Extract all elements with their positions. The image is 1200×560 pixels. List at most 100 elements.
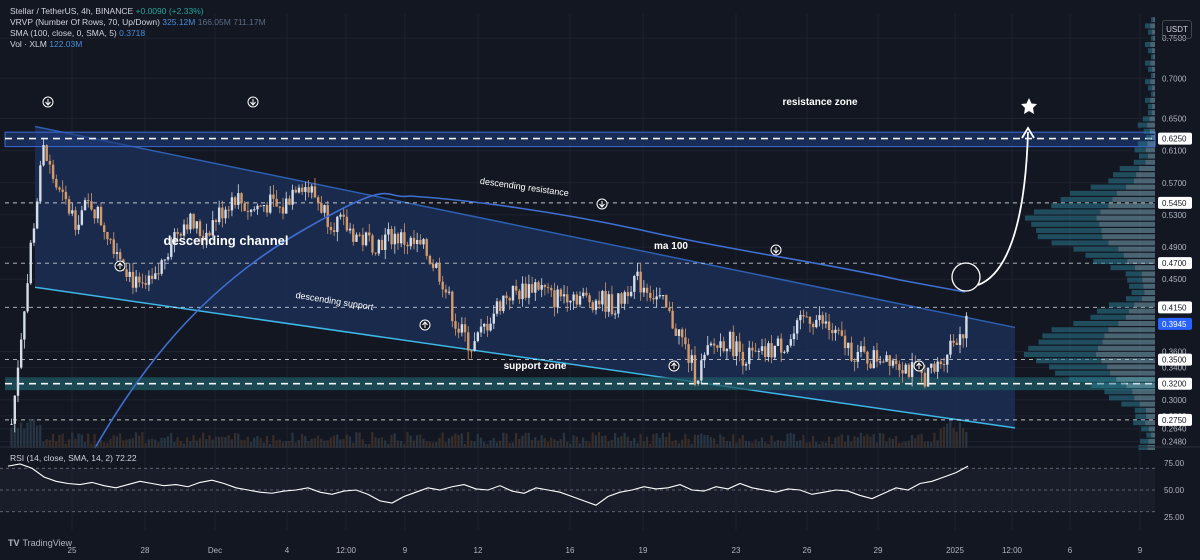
volume-bar-149: [486, 443, 489, 448]
volume-bar-130: [425, 440, 428, 448]
tradingview-logo[interactable]: TV TradingView: [8, 538, 72, 548]
vrvp-value-1: 325.12M: [162, 17, 196, 27]
time-tick-8: 19: [639, 546, 648, 555]
volume-profile-down-34: [1102, 234, 1155, 240]
candle-body-213: [690, 355, 693, 363]
candle-body-181: [588, 295, 591, 303]
price-label-text-0: 0.6250: [1162, 135, 1187, 144]
volume-bar-207: [671, 441, 674, 448]
candle-body-9: [39, 165, 42, 202]
candle-body-12: [48, 160, 52, 165]
volume-value: 122.03M: [49, 39, 83, 49]
volume-bar-134: [438, 437, 441, 448]
volume-bar-157: [511, 442, 514, 448]
candle-body-170: [553, 290, 556, 308]
candle-body-123: [403, 232, 406, 245]
candle-body-189: [613, 313, 617, 315]
vrvp-label[interactable]: VRVP (Number Of Rows, 70, Up/Down): [10, 17, 160, 27]
sma-label[interactable]: SMA (100, close, 0, SMA, 5): [10, 28, 117, 38]
volume-profile-up-65: [1145, 42, 1151, 47]
volume-bar-82: [272, 434, 275, 448]
candle-body-197: [639, 271, 642, 293]
volume-profile-up-55: [1148, 104, 1152, 109]
volume-bar-221: [716, 443, 719, 448]
candle-body-56: [189, 213, 192, 230]
candle-body-14: [55, 178, 58, 188]
volume-bar-250: [808, 442, 811, 448]
volume-profile-down-11: [1116, 376, 1155, 382]
volume-bar-224: [725, 441, 728, 448]
candle-body-148: [483, 323, 486, 327]
volume-bar-254: [821, 441, 824, 448]
candle-body-241: [779, 338, 783, 353]
volume-bar-1: [13, 424, 16, 448]
volume-bar-70: [233, 432, 237, 448]
volume-bar-199: [645, 436, 649, 448]
symbol-title[interactable]: Stellar / TetherUS, 4h, BINANCE: [10, 6, 134, 16]
volume-profile-down-21: [1125, 314, 1155, 320]
volume-profile-up-59: [1145, 79, 1151, 85]
candle-body-279: [901, 370, 904, 374]
candle-body-224: [725, 348, 729, 352]
volume-bar-150: [489, 440, 492, 448]
candle-body-67: [224, 209, 227, 219]
down-arrow-icon-2: [250, 99, 256, 106]
volume-profile-down-27: [1142, 277, 1155, 283]
candle-body-232: [751, 347, 754, 351]
candle-body-221: [716, 345, 719, 348]
candle-body-223: [722, 341, 725, 352]
volume-profile-up-2: [1146, 432, 1152, 438]
currency-unit-badge[interactable]: USDT: [1162, 20, 1192, 39]
volume-bar-291: [939, 428, 942, 448]
candle-body-199: [645, 287, 649, 293]
volume-bar-212: [687, 438, 690, 448]
volume-bar-266: [859, 432, 863, 448]
volume-bar-181: [588, 442, 591, 448]
volume-bar-16: [61, 433, 64, 448]
volume-profile-down-22: [1128, 308, 1155, 314]
candle-body-98: [323, 205, 326, 213]
candle-body-53: [179, 233, 183, 236]
volume-bar-297: [958, 422, 962, 448]
volume-bar-237: [767, 443, 770, 448]
volume-bar-100: [329, 437, 332, 448]
candle-body-0: [10, 423, 13, 425]
volume-bar-136: [444, 442, 447, 448]
candle-body-178: [578, 296, 582, 305]
volume-profile-down-12: [1110, 370, 1155, 376]
candle-body-236: [764, 346, 767, 357]
volume-bar-36: [125, 439, 128, 448]
volume-label[interactable]: Vol · XLM: [10, 39, 47, 49]
candle-body-39: [134, 276, 138, 288]
candle-body-288: [930, 363, 933, 368]
volume-bar-37: [128, 438, 131, 448]
volume-bar-279: [901, 442, 904, 448]
volume-profile-up-29: [1110, 265, 1135, 271]
volume-profile-up-43: [1108, 178, 1135, 184]
volume-bar-256: [827, 436, 831, 448]
volume-bar-8: [35, 425, 39, 448]
candle-body-18: [67, 199, 71, 214]
volume-bar-277: [894, 436, 898, 448]
volume-profile-up-61: [1148, 66, 1152, 72]
candle-body-133: [435, 263, 438, 268]
candle-body-143: [467, 332, 470, 351]
candle-body-214: [693, 355, 697, 384]
volume-bar-66: [221, 436, 224, 448]
volume-bar-153: [498, 440, 502, 448]
candle-body-261: [843, 335, 847, 349]
volume-profile-up-3: [1141, 426, 1149, 432]
volume-bar-20: [74, 438, 77, 448]
time-tick-0: 25: [68, 546, 77, 555]
candle-body-111: [364, 232, 368, 246]
volume-bar-211: [684, 433, 687, 448]
candle-body-152: [495, 301, 499, 314]
volume-bar-13: [51, 433, 55, 448]
candle-body-57: [192, 213, 195, 229]
volume-bar-42: [144, 443, 147, 448]
candle-body-210: [681, 329, 684, 338]
candle-body-90: [297, 187, 301, 193]
candle-body-86: [285, 198, 288, 214]
vrvp-value-2: 166.05M: [197, 17, 231, 27]
